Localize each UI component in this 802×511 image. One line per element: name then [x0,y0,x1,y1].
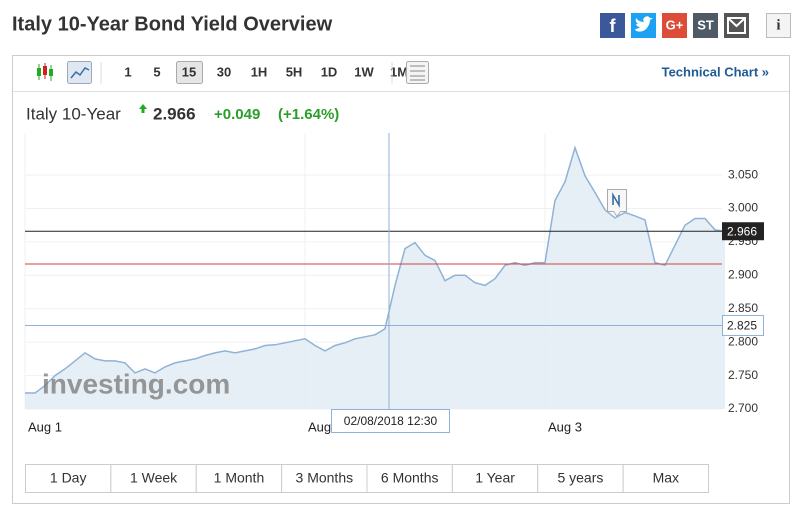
range-button[interactable] [110,464,197,493]
y-tick-label: 3.050 [728,167,758,181]
interval-active [176,61,203,84]
facebook-glyph: f [610,16,617,36]
last-price-badge [722,222,764,241]
watermark: investing.com [42,368,230,399]
twitter-glyph [635,16,653,32]
line-chart-button[interactable] [67,61,92,84]
last-price-label: 2.966 [727,224,757,238]
quote-name: Italy 10-Year [26,104,121,123]
stocktwits-icon[interactable] [693,13,718,38]
range-label[interactable]: 5 years [557,470,603,486]
range-label[interactable]: 1 Day [50,470,87,486]
layout-button[interactable] [406,61,429,84]
range-button[interactable] [366,464,453,493]
info-glyph: i [776,17,780,33]
y-tick-label: 2.850 [728,301,758,315]
gplus-icon[interactable] [662,13,687,38]
range-label[interactable]: 1 Month [214,470,265,486]
news-flag-glyph [612,192,620,208]
interval-button[interactable]: 1M [390,64,408,79]
info-icon[interactable] [766,13,791,38]
email-glyph [727,17,746,34]
y-tick-label: 2.750 [728,368,758,382]
interval-button[interactable]: 30 [217,64,231,79]
facebook-icon[interactable] [600,13,625,38]
range-button[interactable] [622,464,709,493]
range-button[interactable] [537,464,624,493]
range-label[interactable]: 6 Months [381,470,439,486]
x-tick-label: Aug 1 [28,419,62,434]
interval-button[interactable]: 1 [124,64,131,79]
range-label[interactable]: Max [653,470,679,486]
gplus-glyph: G+ [666,17,684,32]
up-arrow [139,104,147,113]
quote-price: 2.966 [153,104,196,123]
crosshair-value-label: 2.825 [727,319,757,333]
price-line [25,145,726,394]
candle-icon[interactable] [37,63,53,81]
line-chart-glyph [70,67,90,79]
x-tick-label: Aug 3 [548,419,582,434]
crosshair-time-box [331,409,450,433]
range-label[interactable]: 3 Months [296,470,354,486]
interval-button[interactable]: 1D [321,64,338,79]
range-button[interactable] [25,464,112,493]
technical-chart-link[interactable]: Technical Chart » [662,64,769,79]
range-label[interactable]: 1 Year [475,470,515,486]
area [25,147,725,409]
interval-button[interactable]: 5 [153,64,160,79]
stocktwits-glyph: ST [697,17,714,32]
crosshair-value-box [722,314,764,336]
interval-button[interactable]: 15 [182,64,196,79]
page-title: Italy 10-Year Bond Yield Overview [12,13,333,35]
y-tick-label: 2.800 [728,334,758,348]
interval-button[interactable]: 1H [251,64,268,79]
interval-button[interactable]: 5H [286,64,303,79]
quote-change-percent: (+1.64%) [278,106,339,123]
y-tick-label: 3.000 [728,201,758,215]
quote-change: +0.049 [214,106,260,123]
crosshair-time-label: 02/08/2018 12:30 [344,414,438,428]
interval-button[interactable]: 1W [354,64,374,79]
y-tick-label: 2.900 [728,268,758,282]
y-tick-label: 2.700 [728,401,758,415]
layout-glyph [410,65,425,81]
range-label[interactable]: 1 Week [130,470,178,486]
